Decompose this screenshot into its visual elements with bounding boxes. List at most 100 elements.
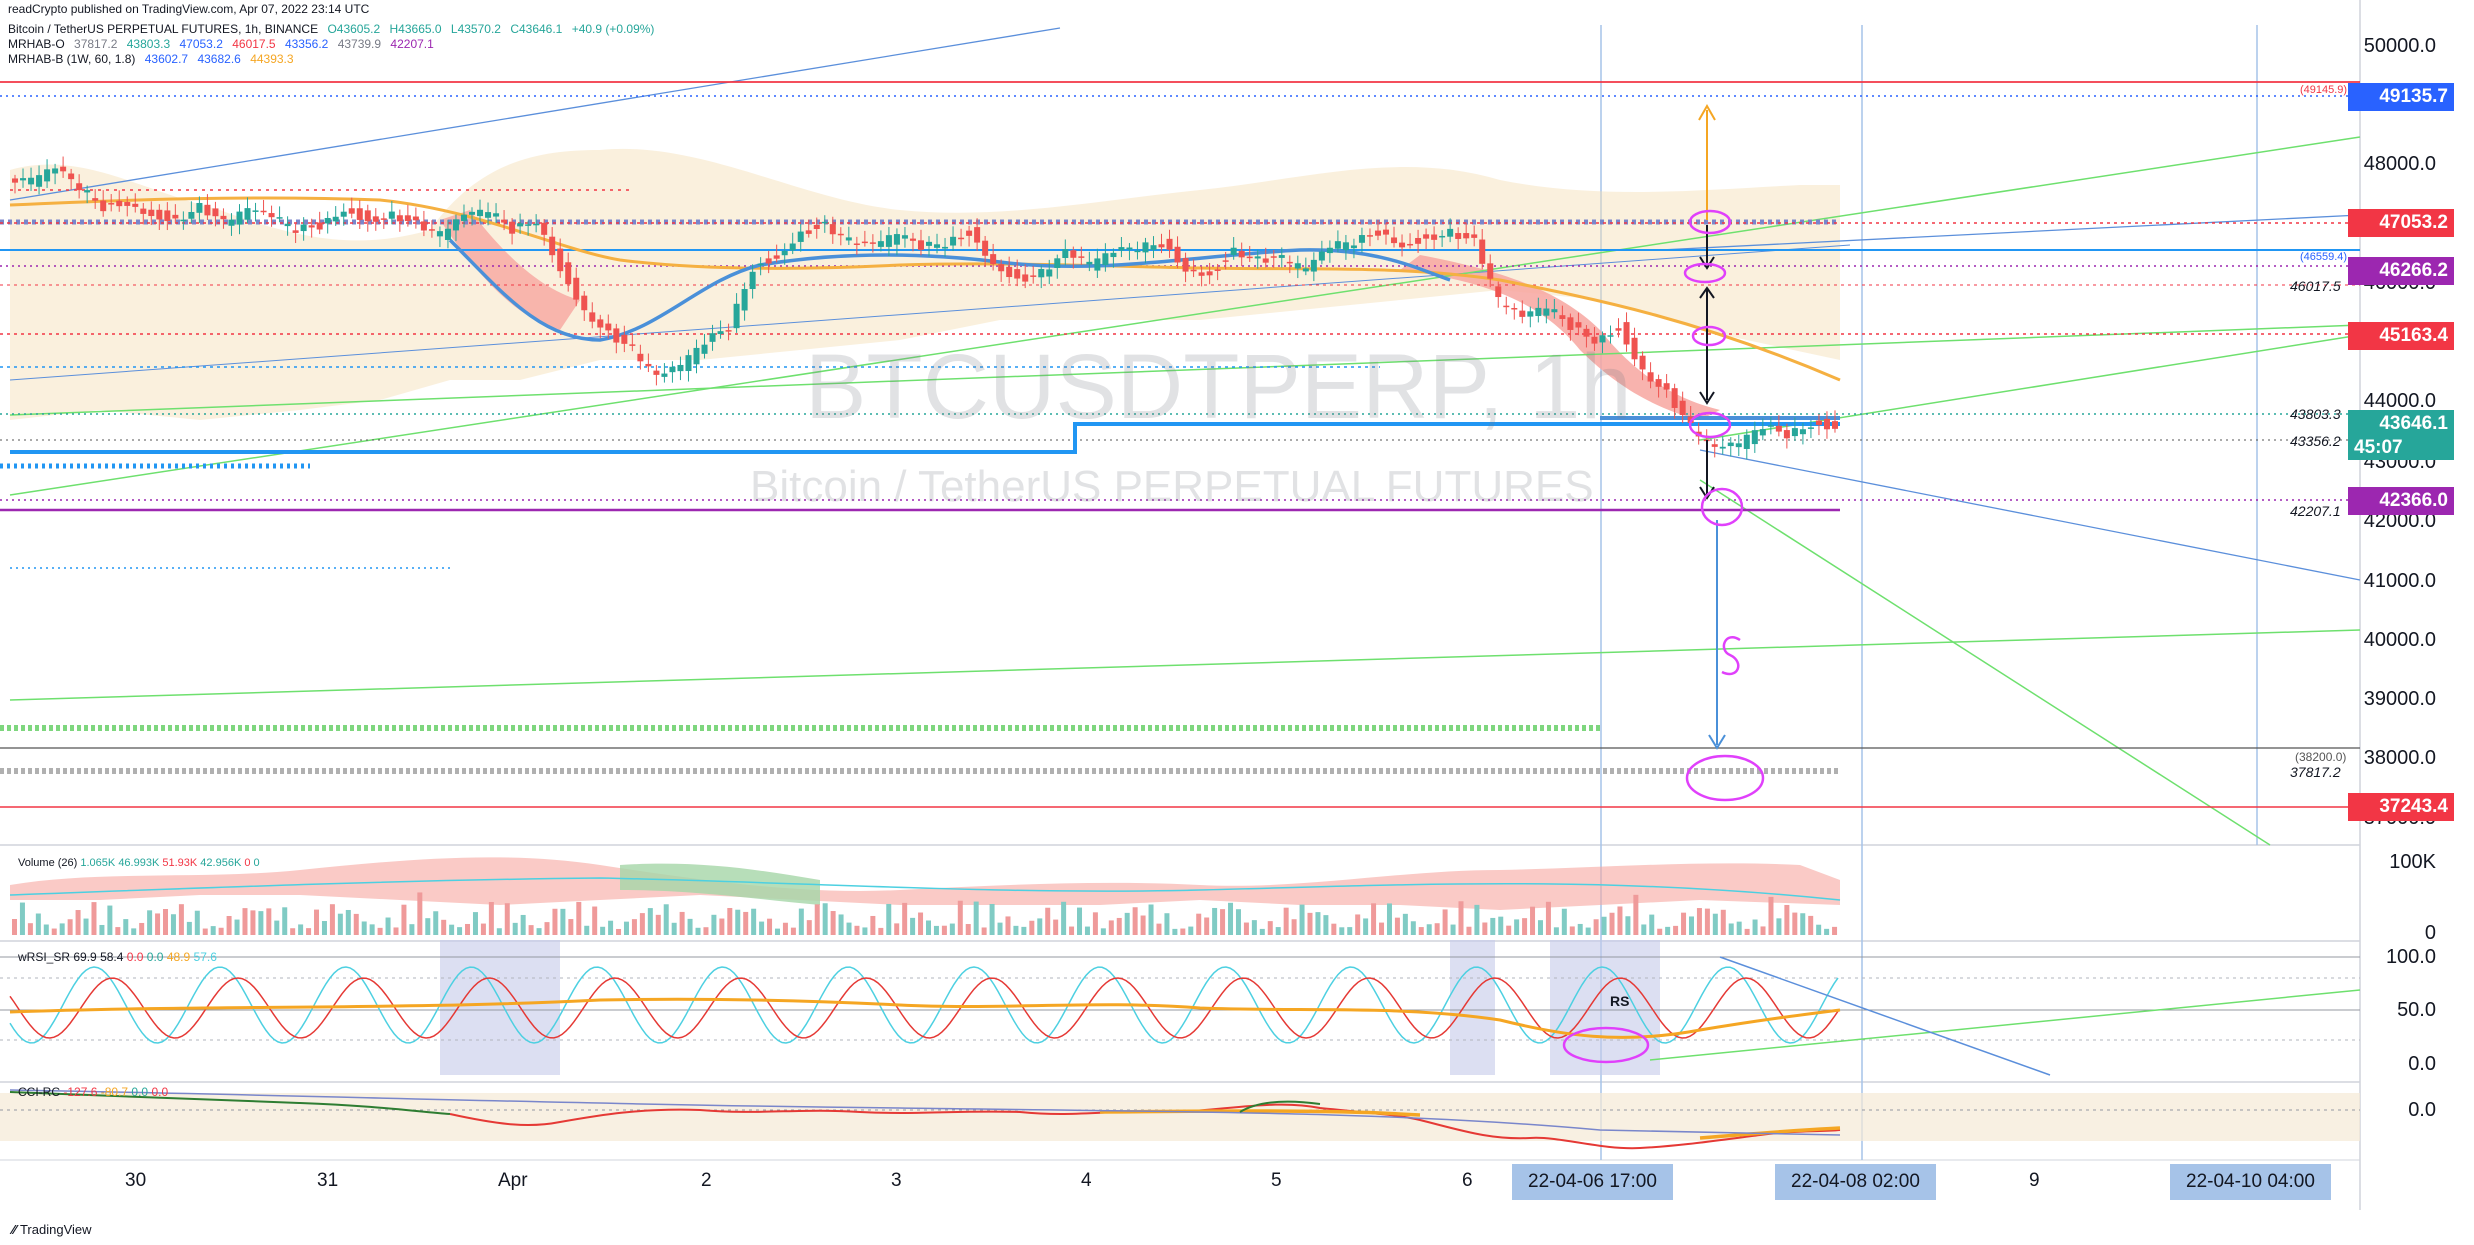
candle-body <box>1671 388 1678 408</box>
cci-axis-tick: 0.0 <box>2408 1099 2436 1121</box>
volume-bar <box>854 925 860 935</box>
volume-bar <box>902 902 908 935</box>
indicator-mrhab-b[interactable]: MRHAB-B (1W, 60, 1.8) 43602.7 43682.6 44… <box>8 52 300 66</box>
volume-bar <box>385 917 391 935</box>
price-tick: 41000.0 <box>2363 570 2436 592</box>
wrsi-legend[interactable]: wRSI_SR 69.9 58.4 0.0 0.0 48.9 57.6 <box>18 950 217 964</box>
candle-body <box>1775 425 1782 432</box>
volume-bar <box>1283 907 1289 935</box>
volume-bar <box>910 917 916 935</box>
candle-body <box>893 234 900 245</box>
volume-bar <box>1299 904 1305 935</box>
candle-body <box>1591 336 1598 344</box>
candle-body <box>926 241 933 246</box>
candle-body <box>348 208 355 214</box>
cci-green-hump <box>1239 1100 1321 1113</box>
volume-bar <box>1720 909 1726 935</box>
candle-body <box>990 254 997 265</box>
candle-body <box>573 277 580 300</box>
volume-bar <box>345 909 351 935</box>
volume-bar <box>1704 908 1710 935</box>
volume-bar <box>1132 907 1138 935</box>
volume-bar <box>91 902 97 935</box>
candle-body <box>1190 269 1197 272</box>
candle-body <box>1198 272 1205 276</box>
volume-bar <box>465 923 471 935</box>
volume-bar <box>1768 896 1774 935</box>
candle-body <box>1783 430 1790 439</box>
level-label: (49145.9) <box>2300 84 2348 96</box>
volume-bar <box>830 911 836 935</box>
candle-body <box>1407 243 1414 246</box>
volume-bar <box>314 909 320 935</box>
rsi-orange <box>9 997 1841 1039</box>
volume-bar <box>1696 908 1702 935</box>
candle-body <box>1423 234 1430 239</box>
candle-body <box>444 228 451 240</box>
volume-bar <box>1784 904 1790 935</box>
candle-body <box>300 224 307 232</box>
volume-bar <box>1832 926 1838 935</box>
volume-bar <box>43 924 49 935</box>
volume-bar <box>202 928 208 935</box>
volume-bar <box>1752 919 1758 935</box>
volume-bar <box>282 907 288 935</box>
indicator-value: 43602.7 <box>144 52 189 66</box>
volume-bar <box>353 913 359 935</box>
candle-body <box>164 210 171 222</box>
candle-body <box>1471 234 1478 238</box>
candle-body <box>813 224 820 230</box>
price-tick: 50000.0 <box>2363 35 2436 57</box>
candle-body <box>156 209 163 220</box>
volume-value: 1.065K <box>80 857 116 869</box>
candle-body <box>1623 322 1630 345</box>
candle-body <box>1735 443 1742 448</box>
candle-body <box>1006 266 1013 278</box>
candle-body <box>140 208 147 214</box>
volume-bar <box>1712 913 1718 935</box>
volume-bar <box>1212 907 1218 935</box>
volume-bar <box>560 908 566 935</box>
indicator-value: 43739.9 <box>337 37 382 51</box>
candle-body <box>1823 418 1830 430</box>
volume-bar <box>1736 921 1742 935</box>
candle-body <box>1655 379 1662 387</box>
volume-bar <box>512 922 518 935</box>
volume-bar <box>1291 919 1297 935</box>
candle-body <box>1711 444 1718 447</box>
volume-bar <box>1021 926 1027 935</box>
tradingview-logo[interactable]: ⁄⁄ TradingView <box>12 1222 92 1237</box>
candle-body <box>28 177 35 185</box>
ohlc-low: L43570.2 <box>450 22 501 36</box>
volume-bar <box>1029 920 1035 935</box>
candle-body <box>493 213 500 217</box>
cci-legend[interactable]: CCI-RC -127.6 -80.7 0.0 0.0 <box>18 1085 168 1099</box>
volume-bar <box>806 920 812 935</box>
watermark-description: Bitcoin / TetherUS PERPETUAL FUTURES <box>750 462 1594 511</box>
volume-bar <box>1609 912 1615 935</box>
volume-bar <box>1267 921 1273 935</box>
volume-bar <box>1013 925 1019 935</box>
volume-legend[interactable]: Volume (26) 1.065K 46.993K 51.93K 42.956… <box>18 857 260 869</box>
volume-bar <box>711 914 717 935</box>
highlight-ellipse <box>1691 325 1727 347</box>
candle-body <box>1831 421 1838 429</box>
candle-body <box>621 334 628 344</box>
volume-bar <box>671 922 677 935</box>
volume-bar <box>679 911 685 935</box>
volume-bar <box>417 892 423 935</box>
watermark-symbol: BTCUSDTPERP, 1h <box>805 336 1632 438</box>
wrsi-value: 48.9 <box>166 950 191 964</box>
candle-body <box>1719 446 1726 449</box>
time-tick: 9 <box>2029 1170 2040 1191</box>
volume-bar <box>27 923 33 935</box>
volume-bar <box>1108 920 1114 935</box>
volume-bar <box>886 903 892 935</box>
volume-bar <box>997 922 1003 935</box>
wrsi-label: wRSI_SR <box>18 950 71 964</box>
indicator-mrhab-o[interactable]: MRHAB-O 37817.2 43803.3 47053.2 46017.5 … <box>8 37 440 51</box>
volume-bar <box>1275 927 1281 935</box>
candle-body <box>404 215 411 222</box>
level-label: 43803.3 <box>2290 406 2341 422</box>
